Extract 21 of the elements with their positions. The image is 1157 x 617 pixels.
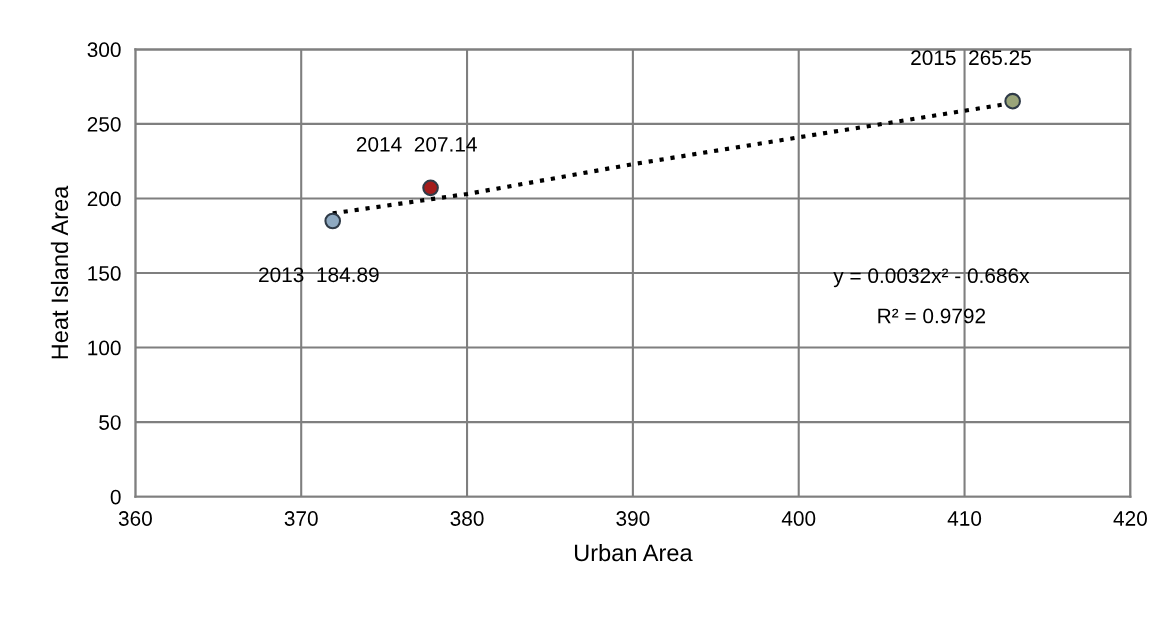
y-tick-label: 200: [87, 191, 121, 207]
y-tick-label: 0: [110, 489, 121, 505]
annotation: y = 0.0032x² - 0.686x: [833, 268, 1030, 288]
annotation: 2013 184.89: [259, 267, 379, 283]
y-tick-label: 50: [99, 415, 121, 430]
y-tick-label: 250: [87, 116, 121, 132]
annotation: 2014 207.14: [356, 137, 477, 152]
x-tick-label: 420: [1113, 511, 1147, 526]
annotation: R² = 0.9792: [878, 308, 986, 324]
x-tick-label: 400: [781, 511, 816, 526]
x-tick-label: 380: [450, 511, 484, 526]
x-tick-label: 390: [616, 511, 650, 526]
y-tick-label: 100: [88, 340, 121, 356]
x-tick-label: 360: [118, 511, 152, 526]
y-tick-label: 300: [87, 42, 121, 58]
y-axis-title: Heat Island Area: [50, 185, 69, 359]
annotation: 2015 265.25: [911, 50, 1031, 66]
x-axis-title: Urban Area: [574, 543, 693, 562]
x-tick-label: 410: [947, 511, 982, 526]
x-tick-label: 370: [284, 511, 318, 526]
y-tick-label: 150: [88, 266, 121, 281]
